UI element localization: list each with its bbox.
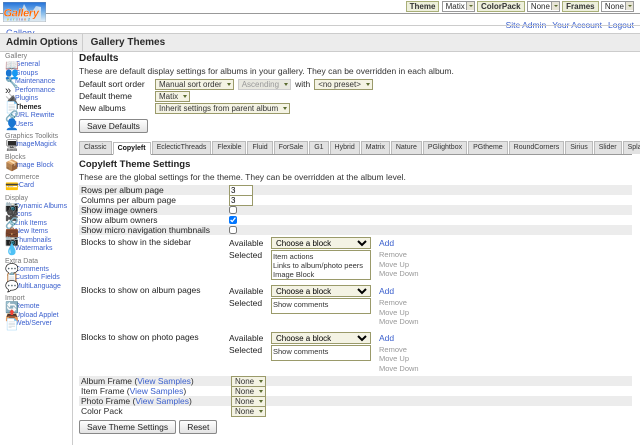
svg-text:o: o <box>21 18 23 22</box>
svg-text:s: s <box>16 18 18 22</box>
svg-text:i: i <box>19 18 20 22</box>
svg-text:n: n <box>24 18 26 22</box>
svg-text:2: 2 <box>27 18 30 22</box>
svg-text:e: e <box>10 18 12 22</box>
